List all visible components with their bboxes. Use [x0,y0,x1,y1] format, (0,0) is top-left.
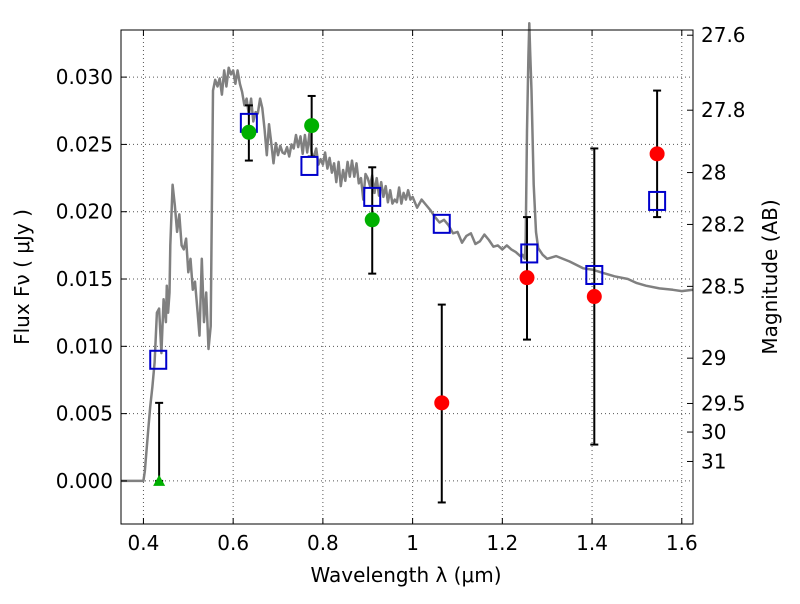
y-tick-label: 0.025 [56,132,113,156]
y-tick-label: 0.015 [56,267,113,291]
y-tick-label: 0.030 [56,65,113,89]
grid-lines [121,30,693,524]
mag-tick-label: 28.2 [701,212,746,236]
x-tick-label: 1.4 [576,531,608,555]
observed-point-red [649,146,665,162]
x-axis-label: Wavelength λ (μm) [310,563,501,587]
observed-point-green [241,124,257,140]
model-point [149,349,168,370]
observed-point-red [519,270,535,286]
plot-frame [120,29,694,525]
y-tick-label: 0.010 [56,334,113,358]
observed-point-red [586,289,602,305]
data-layer [121,22,694,504]
observed-point-red [434,395,450,411]
mag-tick-label: 31 [701,449,726,473]
axes: 0.4 0.6 0.8 1 1.2 1.4 1.6 0.000 0.005 0.010 0.015 0… [56,23,746,555]
y-axis-label: Flux Fν ( μJy ) [10,209,34,345]
y-tick-label: 0.005 [56,402,113,426]
observed-point-green [304,118,320,134]
model-point [585,264,604,285]
x-tick-label: 1.2 [486,531,518,555]
mag-tick-label: 27.8 [701,98,746,122]
mag-tick-label: 29.5 [701,391,746,415]
observed-point-green [364,212,380,228]
model-point [300,155,319,176]
mag-tick-label: 28.5 [701,274,746,298]
model-point [648,190,667,211]
mag-tick-label: 28 [701,161,726,185]
x-tick-label: 1 [406,531,419,555]
y-tick-label: 0.000 [56,469,113,493]
mag-tick-label: 29 [701,346,726,370]
upper-limit-marker [153,474,166,486]
model-point [363,186,382,207]
model-point [432,213,451,234]
mag-tick-label: 30 [701,420,726,444]
x-tick-label: 1.6 [666,531,698,555]
right-y-axis-label: Magnitude (AB) [758,199,782,354]
x-tick-label: 0.8 [307,531,339,555]
mag-tick-label: 27.6 [701,23,746,47]
x-tick-label: 0.4 [128,531,160,555]
x-tick-label: 0.6 [217,531,249,555]
model-point [520,243,539,264]
y-tick-label: 0.020 [56,200,113,224]
template-sed-line [121,22,694,483]
